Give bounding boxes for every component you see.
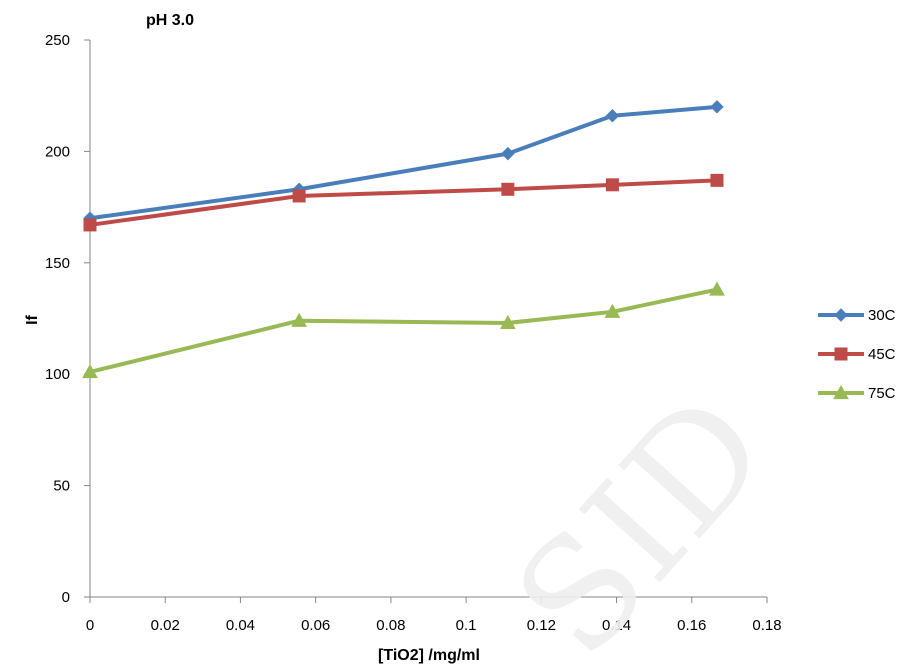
y-tick-label: 250 [45, 32, 70, 49]
x-tick-label: 0.1 [456, 617, 477, 634]
data-point [83, 218, 97, 232]
data-point [710, 173, 724, 187]
series-line [89, 104, 718, 221]
data-point [82, 363, 98, 379]
x-tick-label: 0.14 [602, 617, 631, 634]
data-point [709, 281, 725, 296]
y-tick-label: 0 [62, 589, 70, 606]
series-line [89, 287, 718, 374]
series-30C [83, 100, 724, 225]
y-axis-label: If [24, 314, 41, 324]
data-point [605, 109, 620, 123]
data-point [291, 312, 307, 327]
chart-title: pH 3.0 [146, 12, 194, 29]
series-line [89, 178, 718, 227]
y-tick-label: 100 [45, 366, 70, 383]
legend-marker [834, 308, 848, 322]
x-tick-label: 0.12 [527, 617, 556, 634]
legend-label: 30C [868, 307, 896, 324]
x-tick-label: 0 [86, 617, 94, 634]
y-tick-label: 50 [53, 478, 70, 495]
series-75C [82, 281, 725, 379]
x-tick-label: 0.06 [301, 617, 330, 634]
x-tick-label: 0.18 [752, 617, 781, 634]
data-point [604, 303, 621, 318]
legend: 30C 45C 75C [818, 307, 896, 402]
series-layer [82, 100, 725, 379]
legend-label: 75C [868, 385, 896, 402]
series-45C [83, 173, 724, 232]
legend-item: 30C [818, 307, 896, 324]
x-tick-label: 0.02 [151, 617, 180, 634]
x-axis-ticks: 0 0.02 0.04 0.06 0.08 0.1 0.12 0.14 0.16 0.18 [86, 597, 782, 634]
x-tick-label: 0.16 [677, 617, 706, 634]
legend-marker [833, 384, 849, 400]
x-tick-label: 0.04 [226, 617, 255, 634]
legend-label: 45C [868, 346, 896, 363]
data-point [605, 178, 619, 192]
data-point [501, 182, 515, 196]
x-axis-label: [TiO2] /mg/ml [378, 647, 480, 664]
data-point [710, 100, 724, 114]
legend-marker [834, 347, 848, 361]
data-point [292, 189, 306, 203]
data-point [501, 146, 515, 161]
y-tick-label: 150 [45, 255, 70, 272]
y-axis-ticks: 0 50 100 150 200 250 [45, 32, 90, 606]
legend-item: 45C [818, 346, 896, 363]
data-point [500, 314, 516, 330]
legend-item: 75C [818, 384, 896, 402]
x-tick-label: 0.08 [376, 617, 405, 634]
y-tick-label: 200 [45, 143, 70, 160]
